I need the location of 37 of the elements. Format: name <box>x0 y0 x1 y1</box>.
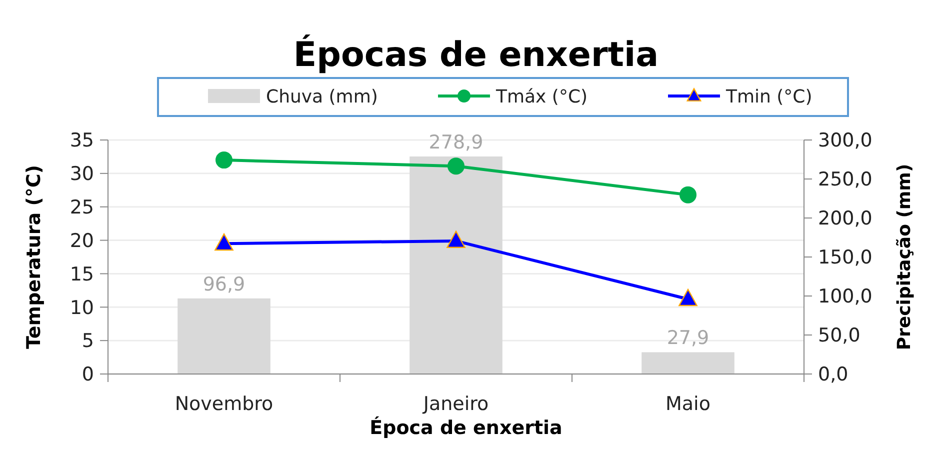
y2-tick-label: 50,0 <box>818 324 860 347</box>
y-tick-label: 10 <box>70 296 94 319</box>
y2-tick-label: 300,0 <box>818 130 872 152</box>
chart-title: Épocas de enxertia <box>293 34 659 75</box>
y2-tick-label: 250,0 <box>818 168 872 191</box>
point <box>216 152 232 169</box>
bar <box>178 298 270 374</box>
point <box>448 158 464 175</box>
data-label: 27,9 <box>666 327 710 350</box>
y-tick-label: 25 <box>70 196 94 219</box>
point <box>680 186 696 204</box>
legend-label: Tmin (°C) <box>725 86 812 108</box>
y2-tick-label: 100,0 <box>818 286 872 308</box>
y-tick-label: 35 <box>70 130 94 152</box>
point <box>678 288 698 306</box>
x-tick-label: Maio <box>666 393 710 415</box>
y2-tick-label: 0,0 <box>818 364 848 386</box>
legend-label: Tmáx (°C) <box>495 86 588 108</box>
y-tick-label: 5 <box>82 330 94 352</box>
data-label: 278,9 <box>428 131 484 154</box>
y-tick-label: 20 <box>70 230 94 252</box>
y-tick-label: 30 <box>70 163 94 186</box>
legend-label: Chuva (mm) <box>266 86 378 108</box>
x-tick-label: Janeiro <box>422 393 489 415</box>
x-tick-label: Novembro <box>174 393 274 415</box>
y-axis-title: Temperatura (°C) <box>23 164 45 350</box>
y-tick-label: 15 <box>70 263 94 286</box>
bar <box>410 156 502 374</box>
x-axis-title: Época de enxertia <box>370 416 562 439</box>
point <box>446 230 466 248</box>
data-label: 96,9 <box>202 273 246 296</box>
y2-axis-title: Precipitação (mm) <box>894 164 915 350</box>
y2-tick-label: 150,0 <box>818 246 872 269</box>
bar <box>642 352 734 374</box>
y2-tick-label: 200,0 <box>818 208 872 230</box>
y-tick-label: 0 <box>82 364 94 386</box>
point <box>214 233 234 251</box>
